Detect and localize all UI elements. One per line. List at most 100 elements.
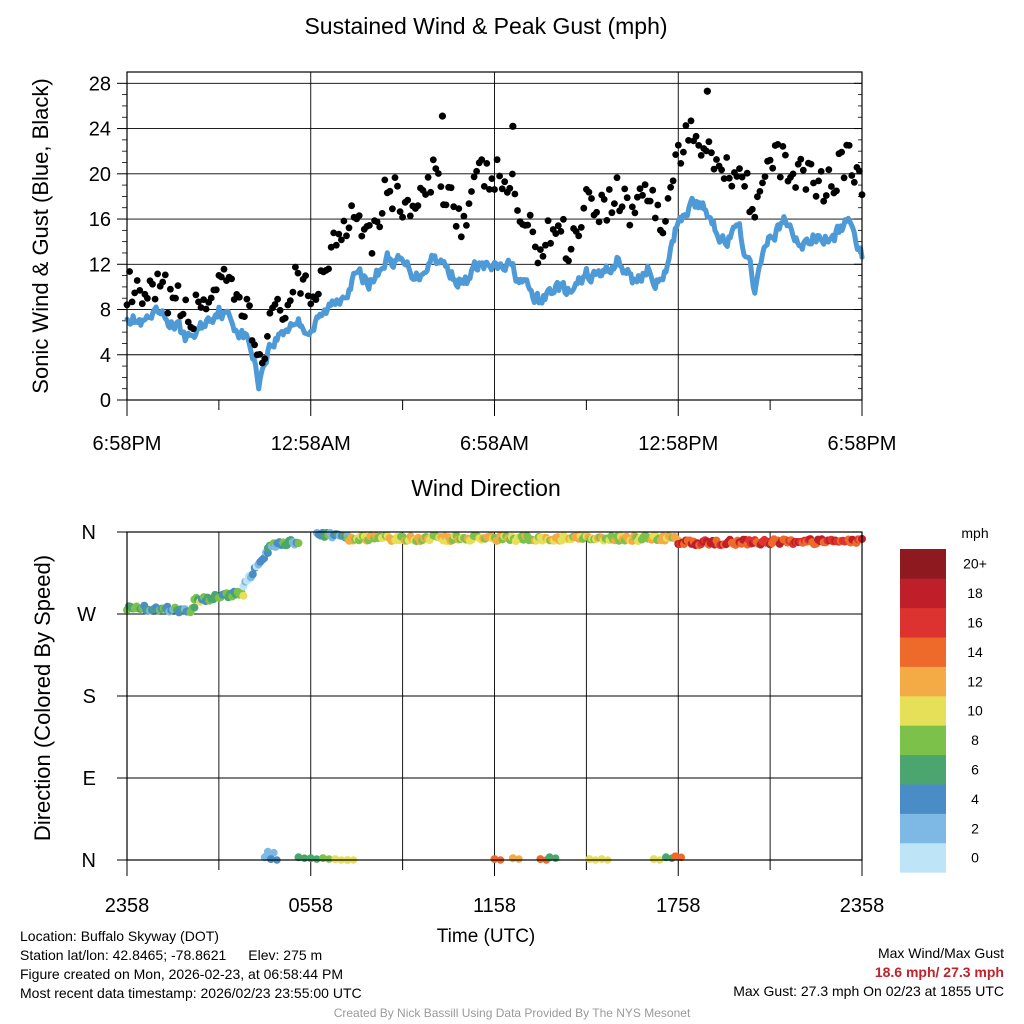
- gust-point: [774, 141, 782, 148]
- colorbar-swatch: [900, 754, 946, 785]
- gust-point: [626, 221, 634, 229]
- gust-point: [664, 195, 672, 202]
- gust-point: [128, 298, 136, 306]
- gust-point: [565, 257, 572, 265]
- direction-point-north: [545, 853, 554, 862]
- gust-point: [812, 192, 820, 200]
- gust-point: [381, 176, 389, 184]
- gust-point: [470, 173, 478, 181]
- gust-point: [286, 297, 294, 305]
- gust-point: [544, 217, 552, 225]
- gust-point: [212, 286, 220, 294]
- gust-point: [820, 197, 828, 205]
- wind-xtick-label: 6:58PM: [828, 433, 897, 455]
- max-separator: /: [935, 964, 940, 980]
- colorbar-swatch: [900, 607, 946, 638]
- gust-point: [623, 194, 631, 202]
- gust-point: [164, 309, 172, 317]
- colorbar-swatch: [900, 666, 946, 697]
- gust-point: [807, 160, 815, 168]
- gust-point: [672, 151, 680, 159]
- gust-point: [271, 301, 279, 308]
- wind-xtick-label: 6:58AM: [460, 433, 529, 455]
- gust-point: [802, 186, 810, 193]
- direction-point-north: [313, 855, 321, 863]
- gust-point: [560, 215, 567, 223]
- gust-point: [491, 186, 498, 193]
- colorbar-swatch: [900, 725, 946, 756]
- gust-point: [404, 196, 412, 204]
- gust-point: [756, 188, 764, 195]
- gust-point: [674, 141, 682, 149]
- gust-point-peak: [509, 122, 517, 130]
- direction-xtick-label: 2358: [105, 895, 150, 917]
- gust-point: [631, 209, 639, 217]
- gust-point: [182, 296, 190, 304]
- gust-point: [751, 213, 759, 221]
- gust-point: [192, 291, 200, 299]
- recent-data-text: Most recent data timestamp: 2026/02/23 2…: [20, 985, 362, 1001]
- gust-point: [702, 147, 710, 155]
- gust-point: [529, 228, 537, 236]
- gust-point: [202, 305, 210, 313]
- gust-point: [437, 183, 445, 191]
- gust-point: [149, 280, 156, 288]
- location-text: Location: Buffalo Skyway (DOT): [20, 928, 219, 944]
- gust-point: [828, 183, 835, 190]
- gust-point: [348, 202, 355, 210]
- gust-point: [514, 207, 521, 214]
- gust-point: [179, 310, 187, 318]
- direction-point-north: [270, 848, 278, 857]
- gust-point: [488, 175, 496, 183]
- gust-point: [531, 243, 539, 251]
- direction-point-north: [671, 852, 680, 861]
- direction-point: [190, 603, 199, 612]
- latlon-elev-line: Station lat/lon: 42.8465; -78.8621 Elev: …: [20, 946, 362, 965]
- colorbar-label: 14: [967, 644, 983, 660]
- wind-plot-frame: [126, 71, 863, 401]
- gust-point: [235, 293, 243, 301]
- gust-point: [651, 214, 659, 222]
- direction-ytick-label: E: [83, 768, 96, 790]
- gust-point: [593, 208, 600, 216]
- gust-point-peak: [438, 112, 447, 120]
- gust-point: [634, 193, 641, 201]
- gust-point: [455, 205, 463, 213]
- gust-point: [754, 193, 761, 201]
- gust-point: [195, 298, 202, 306]
- gust-point: [817, 168, 825, 175]
- direction-ytick-label: W: [77, 604, 96, 626]
- colorbar-swatch: [900, 549, 946, 579]
- gust-point: [161, 271, 169, 279]
- gust-point: [394, 182, 401, 190]
- gust-point: [501, 178, 509, 186]
- wind-grid: [127, 72, 862, 400]
- gust-point: [302, 272, 309, 279]
- gust-point: [611, 200, 618, 208]
- gust-point: [539, 252, 547, 260]
- direction-plot-frame: [126, 531, 863, 861]
- gust-point: [733, 173, 741, 180]
- gust-point: [618, 203, 626, 211]
- colorbar-swatch: [900, 843, 946, 873]
- gust-point: [728, 182, 736, 190]
- gust-point: [608, 209, 616, 217]
- gust-point: [792, 184, 799, 191]
- colorbar-label: 2: [971, 820, 979, 836]
- gust-point: [667, 183, 674, 191]
- gust-point: [840, 174, 848, 182]
- gust-point: [605, 186, 613, 193]
- gust-point: [228, 275, 236, 283]
- max-summary: Max Wind/Max Gust 18.6 mph/ 27.3 mph Max…: [733, 944, 1004, 1001]
- gust-point: [378, 210, 386, 217]
- direction-point-north: [662, 853, 670, 862]
- gust-point: [628, 203, 636, 211]
- gust-point: [794, 160, 802, 168]
- gust-point: [220, 265, 228, 273]
- gust-point: [447, 184, 455, 192]
- gust-point: [669, 177, 677, 185]
- y-axis-label-direction: Direction (Colored By Speed): [30, 555, 55, 841]
- direction-xtick-label: 1758: [656, 895, 701, 917]
- direction-grid: [127, 532, 862, 860]
- gust-point: [769, 164, 777, 172]
